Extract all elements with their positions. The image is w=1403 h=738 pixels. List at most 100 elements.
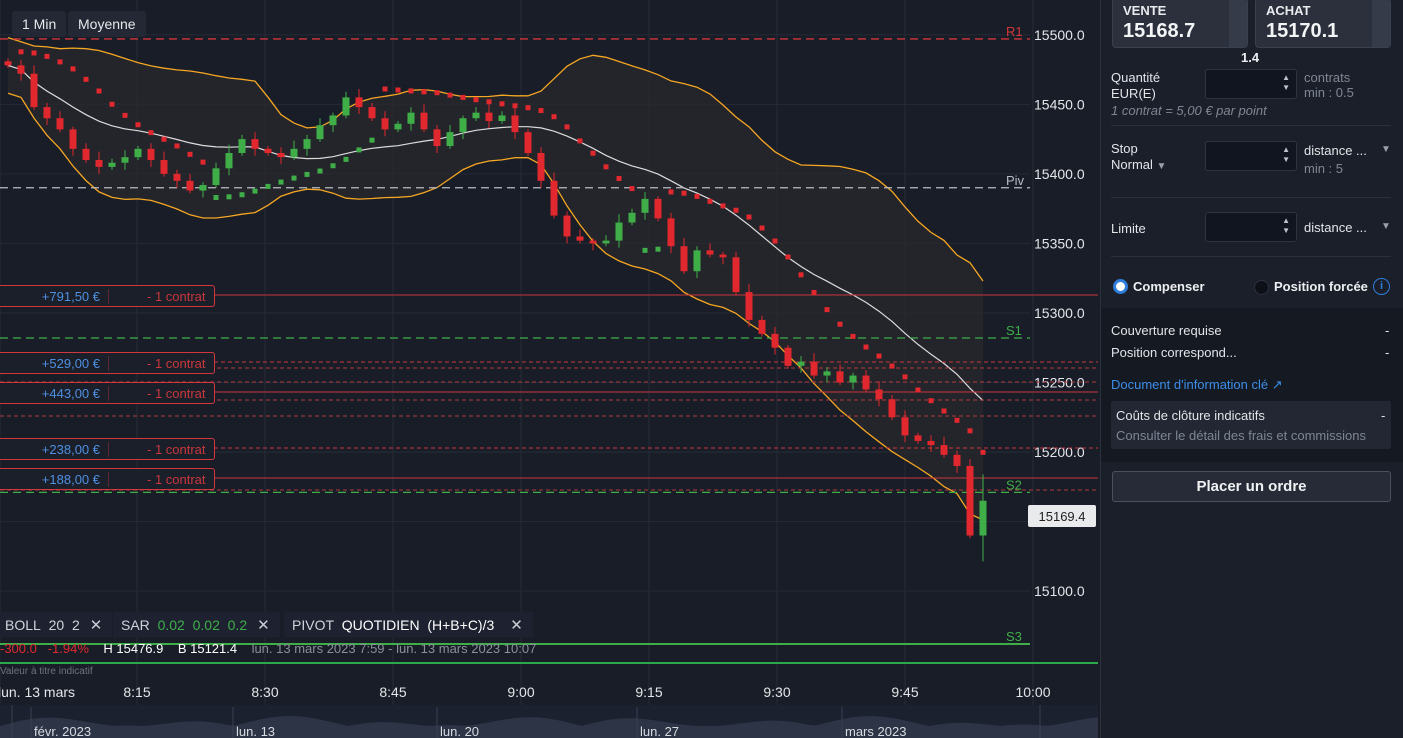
sar-dot	[187, 151, 193, 157]
position-pnl: +791,50 €	[0, 288, 109, 304]
correspond-value: -	[1385, 345, 1390, 360]
candle-body	[953, 454, 961, 466]
sar-dot	[369, 137, 375, 143]
time-tick: 9:15	[635, 684, 662, 700]
close-icon[interactable]: ✕	[257, 616, 270, 634]
sar-dot	[83, 76, 89, 82]
candle-body	[979, 500, 987, 536]
sar-dot	[863, 344, 869, 350]
position-tag[interactable]: +443,00 € - 1 contrat	[0, 382, 215, 404]
candle-body	[160, 159, 168, 174]
sar-dot	[590, 150, 596, 156]
buy-price: 15170.1	[1266, 20, 1339, 42]
buy-button[interactable]: ACHAT 15170.1	[1255, 0, 1391, 48]
candle-body	[524, 132, 532, 153]
spinner-icon[interactable]: ▲ ▼	[1282, 73, 1290, 92]
candle-body	[966, 465, 974, 536]
navigator-label: févr. 2023	[34, 724, 91, 738]
sar-name: SAR	[121, 616, 150, 633]
forced-label[interactable]: Position forcée	[1274, 279, 1368, 294]
caret-down-icon[interactable]: ▼	[1381, 221, 1391, 232]
place-order-button[interactable]: Placer un ordre	[1112, 471, 1391, 502]
position-tag[interactable]: +238,00 € - 1 contrat	[0, 438, 215, 460]
sar-dot	[200, 159, 206, 165]
position-pnl: +188,00 €	[0, 471, 109, 487]
sar-indicator[interactable]: SAR 0.02 0.02 0.2 ✕	[113, 612, 280, 637]
quantity-input[interactable]: ▲ ▼	[1205, 69, 1297, 99]
price-tick: 15350.0	[1034, 235, 1085, 251]
forced-radio[interactable]	[1254, 280, 1269, 295]
sar-dot	[421, 89, 427, 95]
sar-dot	[174, 143, 180, 149]
sar-dot	[460, 94, 466, 100]
caret-down-icon[interactable]: ▼	[1381, 144, 1391, 155]
sar-dot	[733, 207, 739, 213]
close-icon[interactable]: ✕	[510, 616, 523, 634]
close-icon[interactable]: ✕	[89, 616, 103, 634]
limit-input[interactable]: ▲ ▼	[1205, 212, 1297, 242]
sar-dot	[395, 87, 401, 93]
high-value: H 15476.9	[103, 641, 164, 656]
timeframe-button[interactable]: 1 Min	[12, 11, 67, 37]
low-value: B 15121.4	[177, 641, 238, 656]
stop-mode-select[interactable]: distance ...	[1304, 143, 1367, 158]
boll-indicator[interactable]: BOLL 20 2 ✕	[0, 612, 113, 637]
candle-body	[862, 375, 870, 390]
navigator-label: lun. 13	[236, 724, 275, 738]
stop-label: Stop	[1111, 141, 1138, 156]
compensate-radio[interactable]	[1113, 279, 1128, 294]
candle-body	[615, 222, 623, 241]
position-tag[interactable]: +529,00 € - 1 contrat	[0, 352, 215, 374]
navigator-label: mars 2023	[845, 724, 906, 738]
candle-body	[901, 417, 909, 436]
price-tick: 15100.0	[1034, 583, 1085, 599]
candle-body	[472, 112, 480, 119]
spinner-icon[interactable]: ▲ ▼	[1282, 145, 1290, 164]
candle-body	[602, 240, 610, 244]
costs-box[interactable]	[1111, 401, 1391, 449]
sar-dot	[499, 101, 505, 107]
sar-dot	[161, 136, 167, 142]
sar-dot	[876, 353, 882, 359]
pivot-indicator[interactable]: PIVOT QUOTIDIEN (H+B+C)/3 ✕	[284, 612, 533, 637]
compensate-label[interactable]: Compenser	[1133, 279, 1205, 294]
time-tick: 9:45	[891, 684, 918, 700]
chart-area[interactable]: 15500.0 15450.0 15400.0 15350.0 15300.0 15250…	[0, 0, 1100, 738]
limit-label: Limite	[1111, 221, 1146, 236]
sar-dot	[720, 203, 726, 209]
candle-body	[407, 112, 415, 124]
position-tag[interactable]: +791,50 € - 1 contrat	[0, 285, 215, 307]
spinner-icon[interactable]: ▲ ▼	[1282, 216, 1290, 235]
candle-body	[836, 371, 844, 383]
sar-dot	[408, 88, 414, 94]
chart-type-button[interactable]: Moyenne	[68, 11, 146, 37]
candle-body	[30, 73, 38, 108]
info-icon[interactable]: i	[1373, 278, 1390, 295]
costs-value: -	[1381, 408, 1386, 423]
price-chart[interactable]: 15500.015450.015400.015350.015300.015250…	[0, 0, 1100, 738]
sar-dot	[577, 138, 583, 144]
candle-body	[758, 319, 766, 334]
sar-dot	[837, 321, 843, 327]
divider	[1111, 197, 1391, 198]
candle-body	[121, 157, 129, 163]
sell-button[interactable]: VENTE 15168.7	[1112, 0, 1248, 48]
stop-type-select[interactable]: Normal ▼	[1111, 157, 1167, 172]
sar-param: 0.2	[227, 616, 248, 633]
time-range: lun. 13 mars 2023 7:59 - lun. 13 mars 20…	[251, 641, 537, 656]
candle-body	[888, 399, 896, 418]
position-tag[interactable]: +188,00 € - 1 contrat	[0, 468, 215, 490]
sar-dot	[902, 374, 908, 380]
current-price-label: 15169.4	[1028, 505, 1096, 527]
position-qty: - 1 contrat	[147, 288, 206, 304]
sar-dot	[928, 398, 934, 404]
costs-label: Coûts de clôture indicatifs	[1116, 408, 1265, 423]
kid-link[interactable]: Document d'information clé ↗	[1111, 377, 1283, 392]
sar-dot	[798, 272, 804, 278]
position-pnl: +443,00 €	[0, 385, 109, 401]
costs-detail-link[interactable]: Consulter le détail des frais et commiss…	[1116, 428, 1366, 443]
limit-mode-select[interactable]: distance ...	[1304, 220, 1367, 235]
time-tick: 9:00	[507, 684, 534, 700]
stop-input[interactable]: ▲ ▼	[1205, 141, 1297, 171]
candle-body	[316, 125, 324, 140]
